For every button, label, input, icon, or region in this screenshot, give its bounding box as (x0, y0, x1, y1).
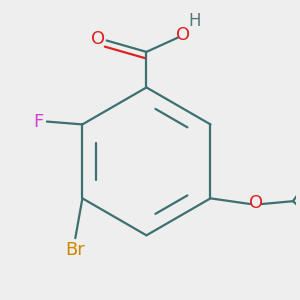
Text: O: O (91, 30, 105, 48)
Text: F: F (33, 112, 43, 130)
Text: Br: Br (65, 241, 85, 259)
Text: O: O (249, 194, 263, 211)
Text: O: O (176, 26, 190, 44)
Text: H: H (188, 12, 201, 30)
